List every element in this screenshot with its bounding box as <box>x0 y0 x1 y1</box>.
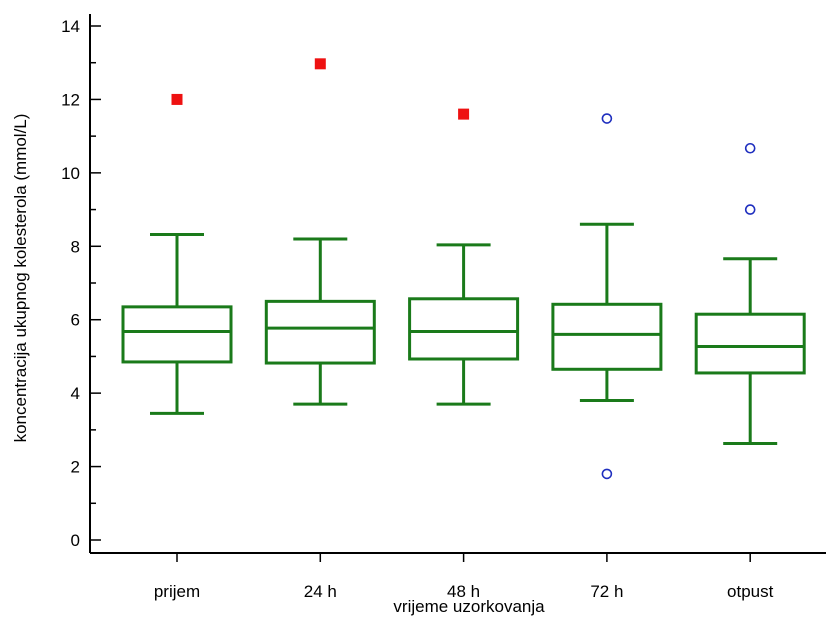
y-tick-label: 10 <box>61 164 80 183</box>
box-3 <box>551 113 663 480</box>
outlier-marker <box>744 204 756 215</box>
y-axis-label: koncentracija ukupnog kolesterola (mmol/… <box>11 114 30 443</box>
y-tick-label: 0 <box>71 531 80 550</box>
x-ticks: prijem 24 h 48 h 72 h otpust <box>154 553 774 601</box>
boxes <box>121 58 806 480</box>
outlier-marker <box>601 468 613 480</box>
far-outlier-marker <box>314 58 326 70</box>
far-outlier-marker <box>458 108 470 120</box>
y-tick-label: 2 <box>71 458 80 477</box>
x-axis-label: vrijeme uzorkovanja <box>393 597 545 616</box>
x-tick-label: 24 h <box>304 582 337 601</box>
outlier-marker <box>744 142 756 154</box>
y-ticks: 0 2 4 6 8 10 12 14 <box>61 17 101 550</box>
x-axis: prijem 24 h 48 h 72 h otpust <box>90 552 826 601</box>
box-1 <box>264 58 376 406</box>
x-tick-label: 48 h <box>447 582 480 601</box>
y-tick-label: 4 <box>71 384 80 403</box>
iqr-box <box>264 299 376 365</box>
iqr-box <box>121 305 233 364</box>
outlier-marker <box>601 113 613 124</box>
y-tick-label: 14 <box>61 17 80 36</box>
y-axis: 0 2 4 6 8 10 12 14 <box>61 14 101 553</box>
box-0 <box>121 93 233 415</box>
box-4 <box>694 142 806 445</box>
iqr-box <box>694 312 806 375</box>
x-tick-label: 72 h <box>590 582 623 601</box>
y-tick-label: 6 <box>71 311 80 330</box>
y-tick-label: 8 <box>71 237 80 256</box>
iqr-box <box>551 302 663 371</box>
iqr-box <box>408 297 520 361</box>
far-outlier-marker <box>171 93 183 105</box>
box-2 <box>408 108 520 406</box>
x-tick-label: otpust <box>727 582 774 601</box>
x-tick-label: prijem <box>154 582 200 601</box>
y-tick-label: 12 <box>61 90 80 109</box>
